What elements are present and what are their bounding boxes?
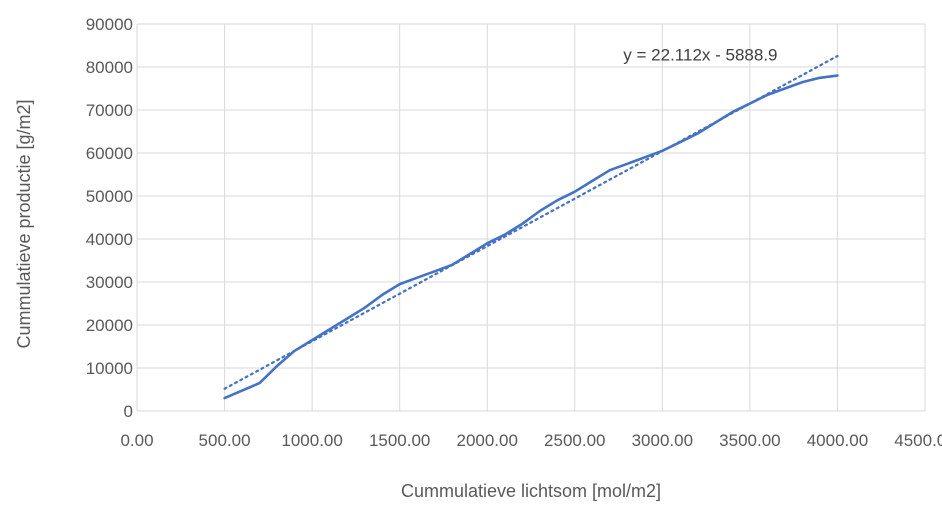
y-tick-label: 40000 — [86, 230, 133, 249]
x-tick-labels: 0.00 500.00 1000.00 1500.00 2000.00 2500.00 30… — [120, 431, 942, 450]
y-tick-label: 50000 — [86, 187, 133, 206]
y-tick-label: 10000 — [86, 359, 133, 378]
y-tick-label: 0 — [124, 402, 133, 421]
x-tick-label: 3000.00 — [632, 431, 693, 450]
x-tick-label: 2000.00 — [456, 431, 517, 450]
grid — [136, 23, 926, 412]
x-tick-label: 4500.00 — [894, 431, 942, 450]
x-tick-label: 2500.00 — [544, 431, 605, 450]
series-line — [223, 74, 839, 400]
x-tick-label: 500.00 — [199, 431, 251, 450]
y-axis-title: Cummulatieve productie [g/m2] — [14, 99, 34, 348]
x-tick-label: 4000.00 — [807, 431, 868, 450]
y-tick-label: 60000 — [86, 144, 133, 163]
x-tick-label: 3500.00 — [719, 431, 780, 450]
x-tick-label: 0.00 — [120, 431, 153, 450]
y-tick-label: 90000 — [86, 15, 133, 34]
y-tick-label: 80000 — [86, 58, 133, 77]
y-tick-label: 70000 — [86, 101, 133, 120]
x-tick-label: 1000.00 — [281, 431, 342, 450]
y-tick-label: 20000 — [86, 316, 133, 335]
y-tick-label: 30000 — [86, 273, 133, 292]
x-axis-title: Cummulatieve lichtsom [mol/m2] — [401, 481, 661, 501]
x-tick-label: 1500.00 — [369, 431, 430, 450]
series-layer — [223, 54, 839, 400]
trendline-equation: y = 22.112x - 5888.9 — [623, 46, 777, 65]
y-tick-labels: 0 10000 20000 30000 40000 50000 60000 70000 8000… — [86, 15, 133, 421]
